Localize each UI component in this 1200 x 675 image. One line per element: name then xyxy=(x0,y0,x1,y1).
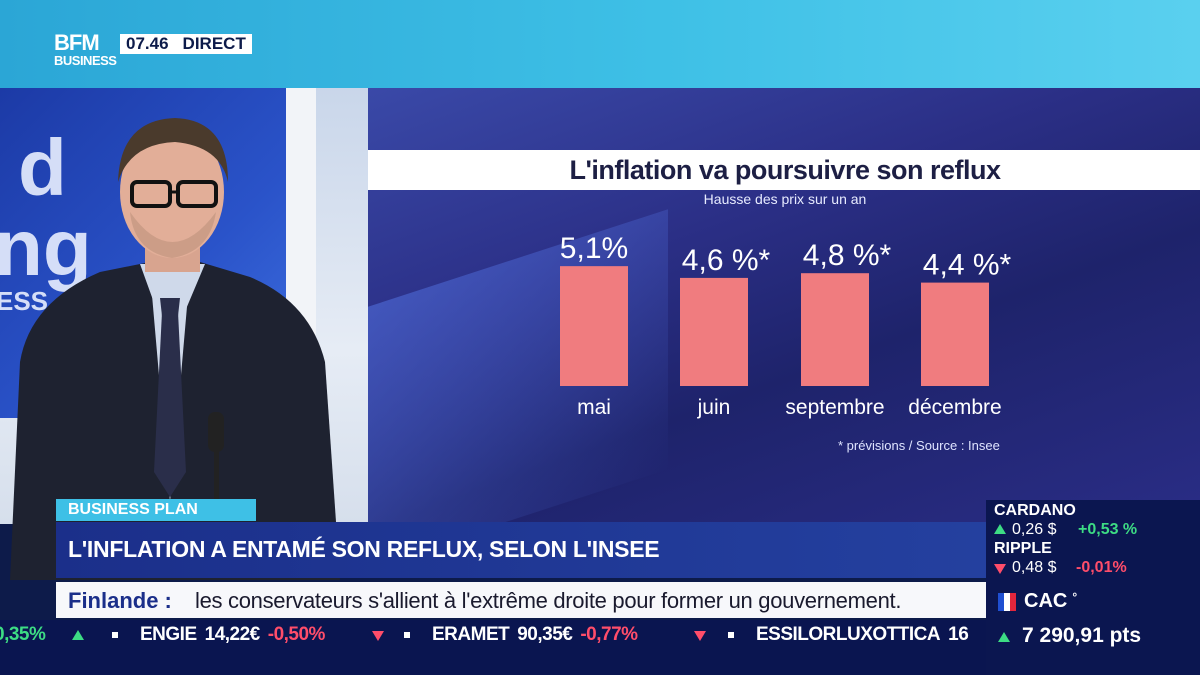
index-marker: ° xyxy=(1072,590,1078,604)
chart-title: L'inflation va poursuivre son reflux xyxy=(569,155,1002,185)
screen-text-2: ng xyxy=(0,203,92,292)
ticker-change: 0,35% xyxy=(0,624,46,645)
ticker-item: ENGIE 14,22€ -0,50% xyxy=(140,624,325,646)
value-label: 4,6 %* xyxy=(682,244,771,277)
value-label: 4,8 %* xyxy=(803,239,892,272)
ticker-name: ERAMET xyxy=(432,624,510,645)
stock-ticker: 0,35% ENGIE 14,22€ -0,50% ERAMET 90,35€ -0,7… xyxy=(0,620,986,650)
index-value: 7 290,91 pts xyxy=(1022,624,1142,647)
news-bar xyxy=(56,582,986,618)
value-label: 5,1% xyxy=(560,232,628,265)
headline-bar xyxy=(56,522,986,578)
bar-mai xyxy=(560,266,628,386)
ticker-value: 16 xyxy=(948,624,969,645)
logo-line2: BUSINESS xyxy=(54,53,117,68)
chart-note: * prévisions / Source : Insee xyxy=(838,438,1000,453)
ticker-item: ESSILORLUXOTTICA 16 xyxy=(756,624,969,646)
live-clock: 07.46 DIRECT xyxy=(120,34,252,54)
chart-subtitle: Hausse des prix sur un an xyxy=(703,191,867,207)
crypto-change-ripple: -0,01% xyxy=(1076,559,1127,576)
ticker-change: -0,50% xyxy=(267,624,326,645)
program-tag: BUSINESS PLAN xyxy=(56,499,256,521)
crypto-value-cardano: 0,26 $ xyxy=(1012,521,1057,538)
ticker-separator xyxy=(404,632,410,638)
down-arrow-icon xyxy=(694,631,706,641)
down-arrow-icon xyxy=(372,631,384,641)
presenter xyxy=(10,118,340,580)
live-label: DIRECT xyxy=(182,34,246,53)
ticker-value: 90,35€ xyxy=(517,624,573,645)
index-name-text: CAC xyxy=(1024,590,1068,612)
clock-time: 07.46 xyxy=(126,34,169,53)
ticker-name: ENGIE xyxy=(140,624,197,645)
ticker-separator xyxy=(112,632,118,638)
news-label: Finlande : xyxy=(68,588,172,613)
ticker-name: ESSILORLUXOTTICA xyxy=(756,624,941,645)
ticker-value: 14,22€ xyxy=(204,624,261,645)
logo-line1: BFM xyxy=(54,30,100,55)
market-panel: CARDANO 0,26 $ +0,53 % RIPPLE 0,48 $ -0,… xyxy=(986,500,1200,675)
headline-text: L'INFLATION A ENTAMÉ SON REFLUX, SELON L… xyxy=(68,536,660,562)
crypto-name-ripple: RIPPLE xyxy=(994,540,1052,557)
bar-septembre xyxy=(801,273,869,386)
crypto-value-ripple: 0,48 $ xyxy=(1012,559,1057,576)
bar-juin xyxy=(680,277,748,386)
up-arrow-icon xyxy=(998,632,1010,642)
category-label: septembre xyxy=(785,396,884,419)
crypto-change-cardano: +0,53 % xyxy=(1078,521,1138,538)
ticker-item: 0,35% xyxy=(0,624,84,646)
chart-title-band xyxy=(368,150,1200,190)
down-arrow-icon xyxy=(994,564,1006,574)
category-label: juin xyxy=(697,396,731,419)
ticker-change: -0,77% xyxy=(580,624,638,645)
up-arrow-icon xyxy=(72,630,84,640)
bar-chart: 5,1% mai 4,6 %* juin 4,8 %* septembre 4,4 %* dé… xyxy=(560,232,1012,419)
category-label: mai xyxy=(577,396,611,419)
up-arrow-icon xyxy=(994,524,1006,534)
channel-logo: BFM BUSINESS xyxy=(54,32,118,76)
index-name: CAC ° xyxy=(1024,590,1077,613)
france-flag-icon xyxy=(998,593,1016,611)
value-label: 4,4 %* xyxy=(923,249,1012,282)
bar-décembre xyxy=(921,282,989,386)
screen-text-1: d xyxy=(18,123,67,212)
ticker-item: ERAMET 90,35€ -0,77% xyxy=(432,624,638,646)
category-label: décembre xyxy=(908,396,1001,419)
news-text: les conservateurs s'allient à l'extrême … xyxy=(195,588,902,613)
screen-text-3: ESS xyxy=(0,286,49,316)
crypto-name-cardano: CARDANO xyxy=(994,502,1076,519)
ticker-separator xyxy=(728,632,734,638)
